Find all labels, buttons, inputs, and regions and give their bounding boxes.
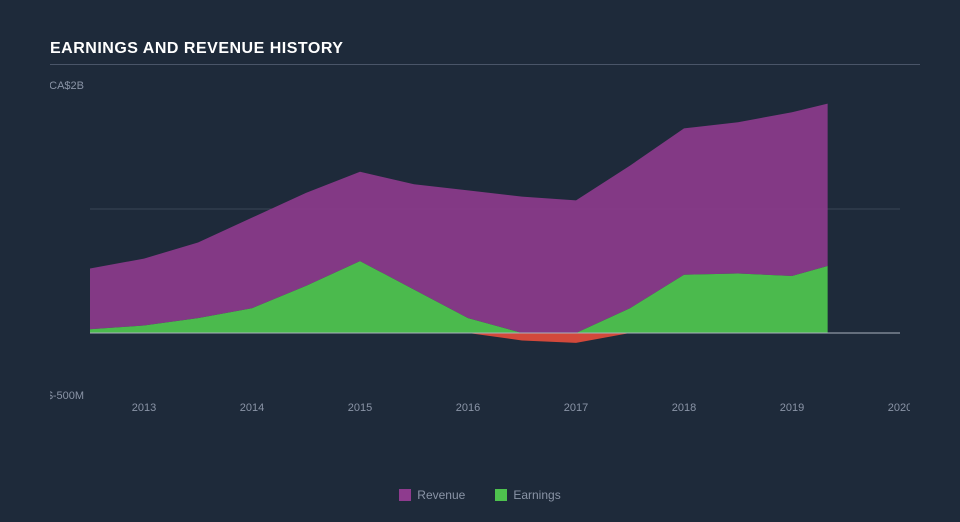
legend-swatch-earnings xyxy=(495,489,507,501)
svg-text:2020: 2020 xyxy=(888,402,910,414)
svg-text:CA$2B: CA$2B xyxy=(50,80,84,92)
legend-swatch-revenue xyxy=(399,489,411,501)
svg-text:CA$-500M: CA$-500M xyxy=(50,390,84,402)
svg-text:2017: 2017 xyxy=(564,402,588,414)
legend-label-earnings: Earnings xyxy=(513,488,560,502)
legend-item-earnings: Earnings xyxy=(495,488,560,502)
svg-text:2014: 2014 xyxy=(240,402,264,414)
chart-container: EARNINGS AND REVENUE HISTORY CA$2B CA$-50… xyxy=(0,0,960,522)
chart-title: EARNINGS AND REVENUE HISTORY xyxy=(50,40,920,65)
chart-plot-area: CA$2B CA$-500M 2013 2014 2015 2016 2017 2018 201… xyxy=(50,80,920,480)
svg-text:2016: 2016 xyxy=(456,402,480,414)
chart-legend: Revenue Earnings xyxy=(30,488,930,502)
svg-text:2013: 2013 xyxy=(132,402,156,414)
legend-item-revenue: Revenue xyxy=(399,488,465,502)
area-chart-svg: CA$2B CA$-500M 2013 2014 2015 2016 2017 2018 201… xyxy=(50,80,910,420)
svg-text:2018: 2018 xyxy=(672,402,696,414)
legend-label-revenue: Revenue xyxy=(417,488,465,502)
svg-text:2015: 2015 xyxy=(348,402,372,414)
svg-text:2019: 2019 xyxy=(780,402,804,414)
